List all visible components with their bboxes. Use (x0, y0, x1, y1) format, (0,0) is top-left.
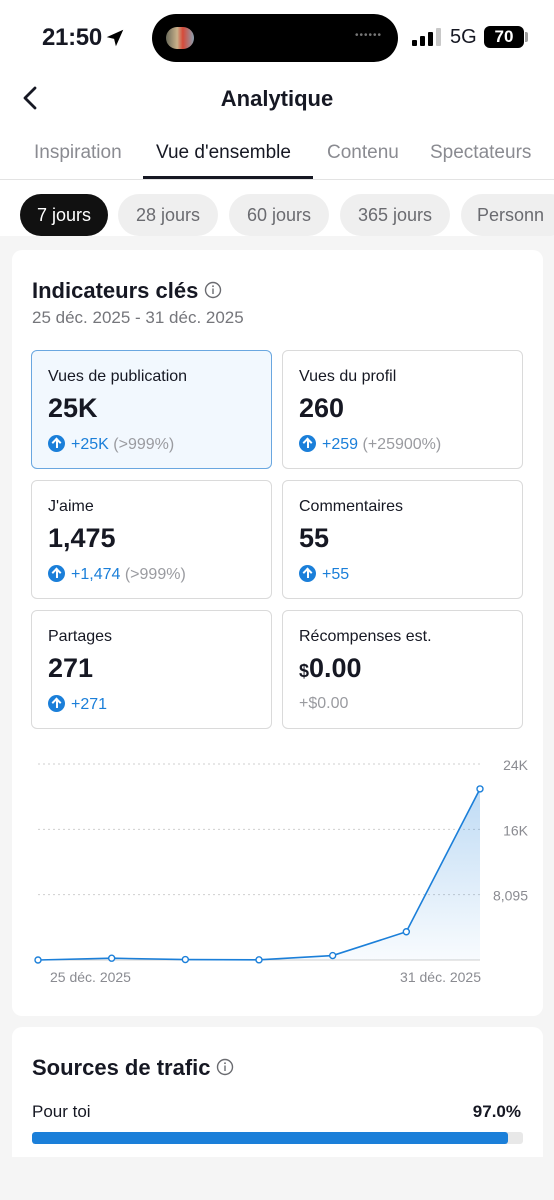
traffic-source-label: Pour toi (32, 1102, 91, 1121)
metric-label: Commentaires (299, 498, 404, 515)
active-tab-indicator (143, 176, 313, 179)
series-area (38, 788, 480, 960)
metric-delta-value: +259 (322, 436, 359, 453)
currency-symbol: $ (299, 661, 310, 681)
metric-value: 260 (299, 393, 345, 423)
tab-viewers[interactable]: Spectateurs (430, 142, 532, 163)
cellular-signal-icon (412, 28, 441, 46)
metric-value: $0.00 (299, 653, 362, 684)
y-tick-label: 24K (503, 757, 529, 773)
tab-inspiration[interactable]: Inspiration (34, 142, 122, 163)
metric-label: J'aime (48, 498, 94, 515)
arrow-up-circle-icon (48, 565, 65, 582)
data-point (402, 928, 411, 936)
activity-dots-icon: •••••• (354, 30, 382, 41)
traffic-source-value: 97.0% (472, 1102, 521, 1121)
arrow-up-circle-icon (299, 565, 316, 582)
back-arrow-icon[interactable] (18, 84, 44, 112)
y-tick-label: 8,095 (493, 888, 528, 904)
metric-value: 1,475 (48, 523, 116, 553)
data-point (476, 785, 484, 793)
metric-delta: +25K (>999%) (48, 435, 174, 454)
info-icon[interactable] (204, 281, 222, 299)
metric-card-comments[interactable]: Commentaires 55 +55 (282, 480, 523, 599)
traffic-source-bar-fill (32, 1132, 509, 1144)
metric-delta-value: +1,474 (71, 566, 121, 583)
range-chip-365-days[interactable]: 365 jours (340, 194, 450, 236)
range-chip-60-days[interactable]: 60 jours (229, 194, 329, 236)
x-tick-label: 25 déc. 2025 (50, 969, 131, 985)
status-time: 21:50 (42, 24, 102, 51)
metrics-date-range: 25 déc. 2025 - 31 déc. 2025 (32, 308, 244, 327)
metric-delta-percent: (>999%) (113, 436, 175, 453)
data-point (255, 956, 263, 964)
tab-bar: Inspiration Vue d'ensemble Contenu Spect… (0, 140, 554, 180)
metric-label: Vues du profil (299, 368, 397, 385)
metric-card-estimated-rewards[interactable]: Récompenses est. $0.00 +$0.00 (282, 610, 523, 729)
metric-card-profile-views[interactable]: Vues du profil 260 +259 (+25900%) (282, 350, 523, 469)
status-bar: 21:50 •••••• 5G 70 (0, 0, 554, 76)
metric-delta-value: +271 (71, 696, 108, 713)
metric-label: Partages (48, 628, 113, 645)
range-chip-custom[interactable]: Personn (461, 194, 554, 236)
metric-label: Récompenses est. (299, 628, 432, 645)
key-metrics-title: Indicateurs clés (32, 278, 199, 303)
metric-delta-value: +55 (322, 566, 350, 583)
metric-value: 25K (48, 393, 98, 423)
arrow-up-circle-icon (48, 435, 65, 452)
metric-value: 55 (299, 523, 330, 553)
x-tick-label: 31 déc. 2025 (400, 969, 481, 985)
metric-delta-percent: (+25900%) (362, 436, 442, 453)
metric-value: 271 (48, 653, 94, 683)
arrow-up-circle-icon (48, 695, 65, 712)
metric-delta-percent: (>999%) (124, 566, 186, 583)
data-point (328, 951, 337, 960)
metric-label: Vues de publication (48, 368, 188, 385)
metric-value-number: 0.00 (309, 653, 362, 683)
live-activity-thumbnail (166, 27, 194, 49)
key-metrics-card: Indicateurs clés 25 déc. 2025 - 31 déc. … (12, 250, 543, 1016)
metric-delta: +1,474 (>999%) (48, 565, 186, 584)
traffic-sources-card: Sources de trafic Pour toi 97.0% (12, 1027, 543, 1157)
page-title: Analytique (220, 86, 334, 111)
tab-overview[interactable]: Vue d'ensemble (156, 142, 291, 163)
y-tick-label: 16K (503, 822, 529, 838)
post-views-chart[interactable]: 24K 16K 8,095 25 déc. 2025 31 déc. 2025 (32, 750, 532, 1000)
range-chip-7-days[interactable]: 7 jours (20, 194, 108, 236)
battery-tip (525, 32, 528, 42)
metric-delta: +271 (48, 695, 107, 714)
metric-delta-value: +$0.00 (299, 695, 349, 712)
network-type: 5G (450, 26, 477, 48)
metric-card-shares[interactable]: Partages 271 +271 (31, 610, 272, 729)
battery-icon: 70 (484, 26, 524, 48)
dynamic-island: •••••• (152, 14, 398, 62)
location-arrow-icon (106, 29, 124, 47)
traffic-sources-title: Sources de trafic (32, 1055, 211, 1080)
traffic-source-bar (32, 1132, 523, 1144)
data-point (107, 954, 116, 962)
metric-card-post-views[interactable]: Vues de publication 25K +25K (>999%) (31, 350, 272, 469)
metric-delta-value: +25K (71, 436, 109, 453)
arrow-up-circle-icon (299, 435, 316, 452)
metric-delta: +259 (+25900%) (299, 435, 441, 454)
tab-content[interactable]: Contenu (327, 142, 399, 163)
range-chip-28-days[interactable]: 28 jours (118, 194, 218, 236)
metric-delta: +$0.00 (299, 695, 348, 713)
metric-card-likes[interactable]: J'aime 1,475 +1,474 (>999%) (31, 480, 272, 599)
data-point (181, 955, 190, 964)
data-point (34, 956, 42, 964)
date-range-selector: 7 jours 28 jours 60 jours 365 jours Pers… (0, 194, 554, 236)
info-icon[interactable] (216, 1058, 234, 1076)
metric-delta: +55 (299, 565, 349, 584)
